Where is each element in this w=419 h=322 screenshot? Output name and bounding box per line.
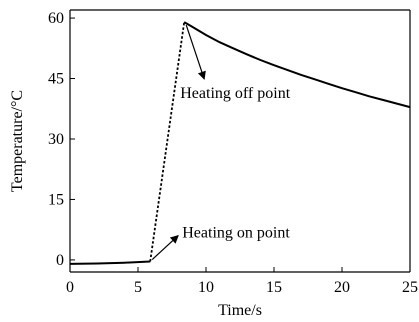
x-tick-label: 15 — [266, 279, 282, 296]
annotation-arrow-heating-on — [151, 234, 179, 260]
x-axis-title: Time/s — [218, 302, 262, 319]
y-tick-label: 60 — [48, 10, 64, 27]
plot-area — [69, 9, 411, 273]
y-tick-label: 30 — [48, 131, 64, 148]
x-tick-label: 5 — [134, 279, 142, 296]
series-line-heating — [149, 21, 186, 262]
x-tick-label: 25 — [402, 279, 418, 296]
annotation-arrow-heating-off — [185, 24, 206, 80]
annotation-layer: Heating off point Heating on point — [151, 24, 291, 260]
y-tick-label: 45 — [48, 71, 64, 88]
series-line-cooling — [183, 21, 411, 109]
x-tick-label: 0 — [66, 279, 74, 296]
series-layer — [69, 21, 411, 265]
x-tick-label: 20 — [334, 279, 350, 296]
x-tick-label: 10 — [198, 279, 214, 296]
y-tick-label: 0 — [56, 252, 64, 269]
annotation-label-heating-on: Heating on point — [182, 225, 290, 242]
y-axis-title: Temperature/°C — [9, 90, 26, 192]
y-tick-label: 15 — [48, 191, 64, 208]
series-line-pre-heating — [69, 260, 151, 265]
annotation-label-heating-off: Heating off point — [180, 85, 290, 102]
y-ticks: 0 15 30 45 60 — [48, 10, 75, 269]
x-ticks: 0 5 10 15 20 25 — [66, 267, 418, 296]
